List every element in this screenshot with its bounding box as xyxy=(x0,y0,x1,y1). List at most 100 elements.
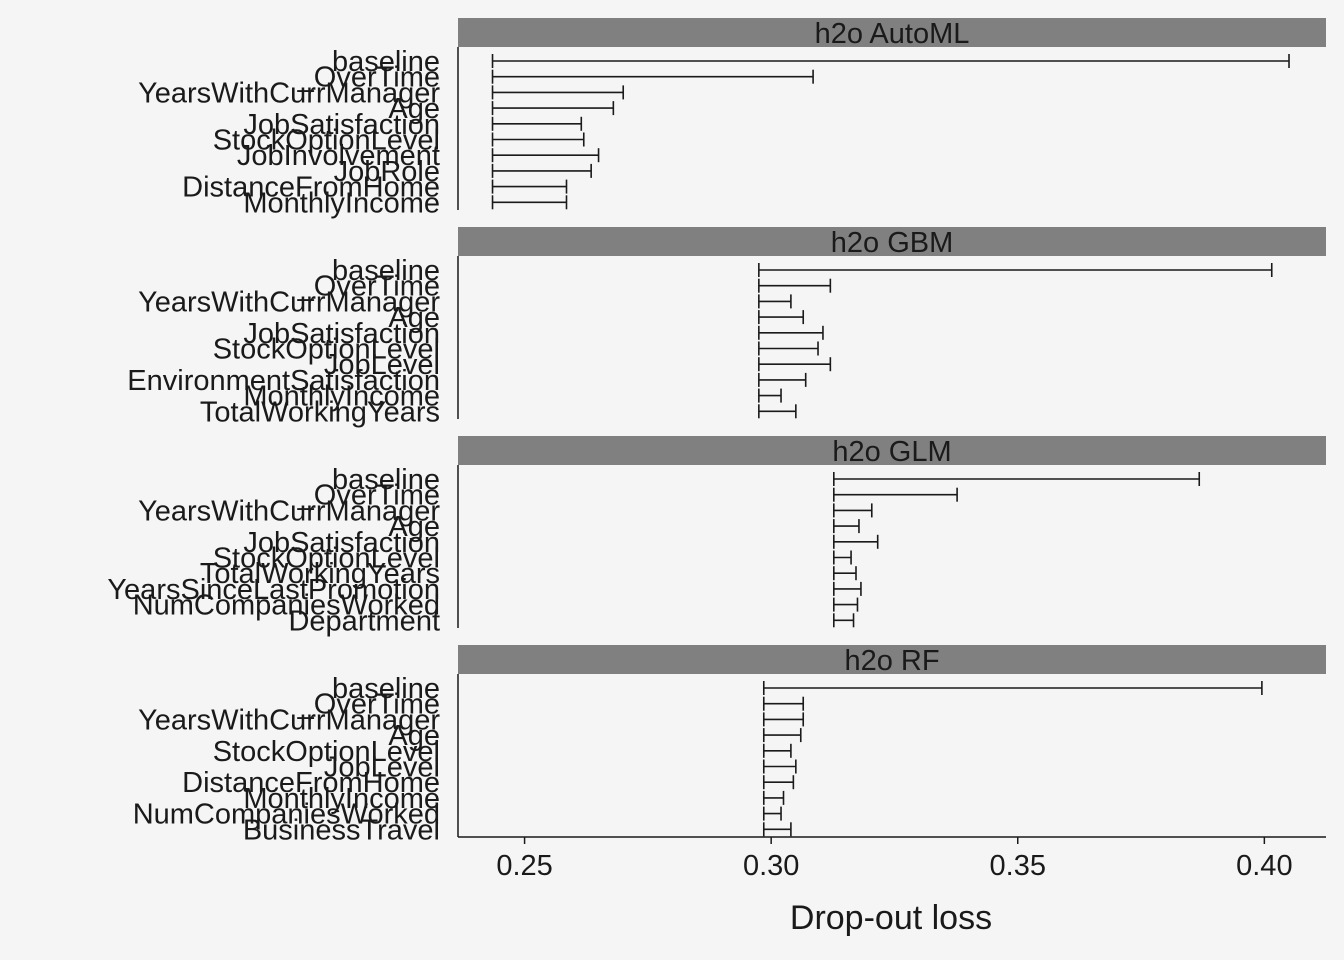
variable-label: BusinessTravel xyxy=(243,814,440,846)
variable-label: StockOptionLevel xyxy=(213,736,440,768)
importance-bar xyxy=(491,132,585,147)
importance-bar xyxy=(762,775,795,790)
importance-bar xyxy=(833,613,855,628)
importance-bar xyxy=(762,759,797,774)
importance-bar xyxy=(491,85,625,100)
importance-bar xyxy=(833,519,860,534)
variable-label: Age xyxy=(388,720,440,752)
importance-bar xyxy=(491,116,583,131)
importance-bar xyxy=(762,681,1263,695)
variable-label: JobRole xyxy=(334,156,440,188)
importance-bar xyxy=(758,310,805,325)
importance-bar xyxy=(833,534,879,549)
variable-label: TotalWorkingYears xyxy=(200,558,440,590)
variable-label: Age xyxy=(388,511,440,543)
facet-strip xyxy=(458,227,1326,256)
variable-label: _OverTime xyxy=(297,62,440,94)
variable-label: Department xyxy=(288,605,440,637)
variable-label: MonthlyIncome xyxy=(243,187,440,219)
variable-label: EnvironmentSatisfaction xyxy=(127,365,440,397)
variable-label: YearsSinceLastPromotion xyxy=(107,574,440,606)
variable-label: YearsWithCurrManager xyxy=(138,286,440,318)
x-axis-title: Drop-out loss xyxy=(790,899,992,937)
facet-strip xyxy=(458,645,1326,674)
importance-bar xyxy=(491,163,592,178)
variable-label: baseline xyxy=(332,46,440,78)
importance-bar xyxy=(491,101,615,116)
x-tick-label: 0.30 xyxy=(743,850,799,882)
importance-bar xyxy=(833,550,852,565)
importance-bar xyxy=(758,372,807,387)
variable-label: baseline xyxy=(332,673,440,705)
variable-label: _OverTime xyxy=(297,271,440,303)
x-tick-label: 0.35 xyxy=(990,850,1046,882)
variable-label: JobLevel xyxy=(324,752,440,784)
variable-label: NumCompaniesWorked xyxy=(133,590,440,622)
importance-bar xyxy=(491,69,814,84)
variable-label: JobSatisfaction xyxy=(243,527,440,559)
variable-label: DistanceFromHome xyxy=(182,172,440,204)
variable-label: JobInvolvement xyxy=(237,140,440,172)
variable-label: TotalWorkingYears xyxy=(200,396,440,428)
importance-bar xyxy=(762,712,805,727)
importance-bar xyxy=(762,728,802,743)
variable-label: StockOptionLevel xyxy=(213,334,440,366)
variable-label: Age xyxy=(388,302,440,334)
variable-label: NumCompaniesWorked xyxy=(133,799,440,831)
variable-label: _OverTime xyxy=(297,480,440,512)
importance-bar xyxy=(833,581,862,596)
variable-label: MonthlyIncome xyxy=(243,783,440,815)
facet-panel: h2o GLM baseline_OverTimeYearsWithCurrMan… xyxy=(107,436,1326,637)
importance-bar xyxy=(491,179,568,194)
importance-bar xyxy=(491,148,600,163)
importance-bar xyxy=(762,743,792,758)
importance-bar xyxy=(833,597,859,612)
importance-bar xyxy=(833,472,1201,486)
variable-label: YearsWithCurrManager xyxy=(138,77,440,109)
variable-label: StockOptionLevel xyxy=(213,543,440,575)
facet-title: h2o GLM xyxy=(832,436,951,468)
facet-panel: h2o RF baseline_OverTimeYearsWithCurrMana… xyxy=(133,645,1326,846)
importance-bar xyxy=(833,566,857,581)
importance-bar xyxy=(491,54,1290,68)
variable-label: YearsWithCurrManager xyxy=(138,704,440,736)
x-axis: 0.25 0.30 0.35 0.40 xyxy=(496,837,1293,882)
importance-bar xyxy=(758,341,819,356)
facet-title: h2o GBM xyxy=(831,227,954,259)
variable-label: JobLevel xyxy=(324,349,440,381)
facet-title: h2o RF xyxy=(844,645,939,677)
importance-bar xyxy=(758,263,1273,277)
facet-panel: h2o GBM baseline_OverTimeYearsWithCurrMan… xyxy=(127,227,1326,428)
x-tick-label: 0.25 xyxy=(496,850,552,882)
importance-bar xyxy=(758,357,832,372)
importance-bar xyxy=(758,294,792,309)
variable-label: MonthlyIncome xyxy=(243,381,440,413)
facet-strip xyxy=(458,436,1326,465)
importance-bar xyxy=(762,696,805,711)
facet-title: h2o AutoML xyxy=(815,18,970,50)
variable-label: baseline xyxy=(332,255,440,287)
variable-label: JobSatisfaction xyxy=(243,318,440,350)
variable-label: StockOptionLevel xyxy=(213,125,440,157)
importance-bar xyxy=(758,388,782,403)
importance-bar xyxy=(758,404,797,419)
variable-label: DistanceFromHome xyxy=(182,767,440,799)
importance-bar xyxy=(833,487,958,502)
importance-bar xyxy=(833,503,873,518)
variable-label: YearsWithCurrManager xyxy=(138,495,440,527)
importance-bar xyxy=(758,278,832,293)
variable-label: Age xyxy=(388,93,440,125)
variable-label: baseline xyxy=(332,464,440,496)
facet-panel: h2o AutoML baseline_OverTimeYearsWithCurr… xyxy=(138,18,1326,219)
variable-label: JobSatisfaction xyxy=(243,109,440,141)
importance-bar xyxy=(758,325,824,340)
importance-bar xyxy=(762,822,792,837)
importance-bar xyxy=(762,790,785,805)
facet-strip xyxy=(458,18,1326,47)
importance-bar xyxy=(491,195,568,210)
importance-bar xyxy=(762,806,782,821)
x-tick-label: 0.40 xyxy=(1236,850,1292,882)
variable-label: _OverTime xyxy=(297,689,440,721)
